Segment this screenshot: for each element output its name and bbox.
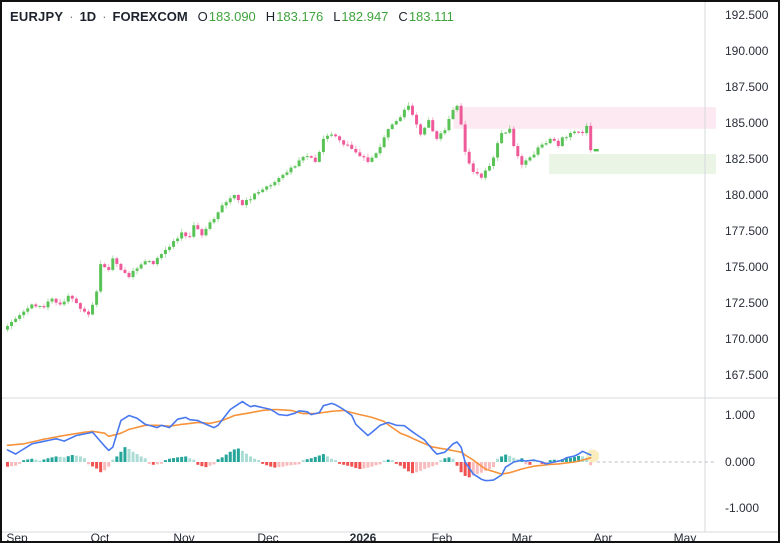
time-tick: Oct [90,531,110,543]
time-tick: Sep [6,531,28,543]
macd-line [6,400,592,482]
open-value: 183.090 [208,9,256,24]
indicator-tick: 0.000 [725,455,756,469]
macd-histogram-layer [6,447,593,478]
ohlc-close: C 183.111 [398,9,454,24]
close-value: 183.111 [408,9,454,24]
candles-layer [6,101,593,332]
timeframe-label[interactable]: 1D [79,9,97,24]
price-tick: 180.000 [725,188,769,202]
current-price-tick [593,149,599,152]
zones-layer [453,107,716,175]
price-tick: 182.500 [725,152,769,166]
ohlc-low: L 182.947 [333,9,389,24]
legend-separator: · [102,9,107,24]
symbol-title[interactable]: EURJPY [10,9,64,24]
indicator-tick: -1.000 [725,501,760,515]
ohlc-high: H 183.176 [265,9,324,24]
ohlc-open: O 183.090 [197,9,256,24]
legend-separator: · [69,9,74,24]
high-value: 183.176 [276,9,324,24]
price-tick: 185.000 [725,116,769,130]
demand-zone[interactable] [549,153,716,175]
supply-zone[interactable] [453,107,716,129]
price-tick: 172.500 [725,296,769,310]
price-tick: 190.000 [725,44,769,58]
time-tick: Nov [173,531,195,543]
macd-end-glow [586,449,600,463]
price-tick: 177.500 [725,224,769,238]
time-tick: Dec [257,531,279,543]
indicator-tick: 1.000 [725,408,756,422]
price-tick: 192.500 [725,8,769,22]
macd-signal-line [6,408,592,475]
price-tick: 167.500 [725,368,769,382]
time-tick-year: 2026 [349,531,377,543]
symbol-legend[interactable]: EURJPY · 1D · FOREXCOM O 183.090 H 183.176… [10,9,454,24]
price-tick: 170.000 [725,332,769,346]
price-tick: 175.000 [725,260,769,274]
time-tick: Apr [593,531,613,543]
time-tick: May [673,531,697,543]
exchange-label[interactable]: FOREXCOM [112,9,188,24]
low-value: 182.947 [341,9,389,24]
time-tick: Feb [431,531,453,543]
separators-layer [2,2,778,533]
time-tick: Mar [511,531,533,543]
price-tick: 187.500 [725,80,769,94]
